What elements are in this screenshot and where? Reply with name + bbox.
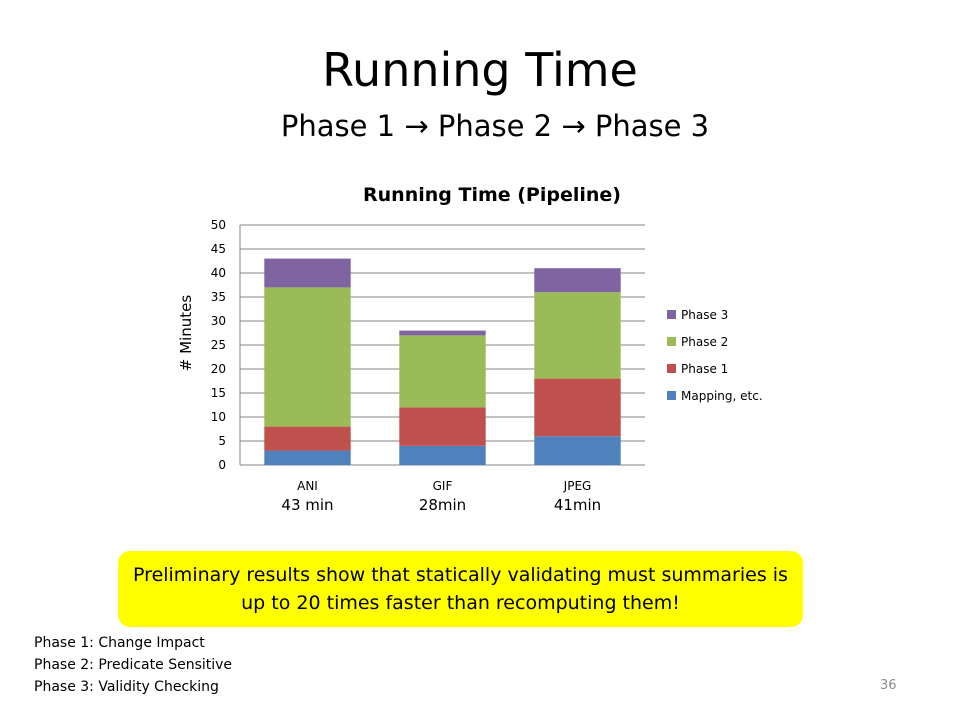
phase-note: Phase 1: Change Impact <box>34 635 205 651</box>
y-tick-label: 35 <box>211 290 226 304</box>
bar-segment <box>264 450 351 465</box>
y-tick-label: 50 <box>211 218 226 232</box>
legend-swatch <box>667 364 676 373</box>
chart-title: Running Time (Pipeline) <box>363 184 621 206</box>
y-tick-label: 10 <box>211 410 226 424</box>
y-tick-label: 40 <box>211 266 226 280</box>
bar-segment <box>399 330 486 336</box>
bars <box>264 258 621 465</box>
y-tick-label: 5 <box>218 434 226 448</box>
slide-title: Running Time <box>322 43 638 97</box>
axes: 0 5 10 15 20 25 30 35 40 45 50 ANI 43 min GIF 28min JPE… <box>211 218 601 514</box>
category-total-label: 43 min <box>281 496 333 514</box>
slide-subtitle: Phase 1 → Phase 2 → Phase 3 <box>280 109 710 143</box>
bar-segment <box>264 287 351 427</box>
category-total-label: 28min <box>419 496 466 514</box>
y-tick-label: 25 <box>211 338 226 352</box>
y-tick-label: 45 <box>211 242 226 256</box>
bar-segment <box>534 378 621 437</box>
legend-label: Phase 1 <box>681 362 728 376</box>
page-number: 36 <box>880 678 897 693</box>
y-tick-label: 15 <box>211 386 226 400</box>
legend-label: Mapping, etc. <box>681 389 763 403</box>
bar-segment <box>264 426 351 451</box>
x-tick-label: ANI <box>297 479 318 493</box>
y-tick-label: 0 <box>218 458 226 472</box>
phase-notes: Phase 1: Change Impact Phase 2: Predicat… <box>34 632 232 698</box>
y-tick-label: 20 <box>211 362 226 376</box>
legend-swatch <box>667 310 676 319</box>
x-tick-label: GIF <box>433 479 453 493</box>
callout-box: Preliminary results show that statically… <box>118 551 803 627</box>
bar-segment <box>399 445 486 465</box>
bar-segment <box>399 335 486 408</box>
y-axis-label: # Minutes <box>177 295 195 372</box>
phase-note: Phase 3: Validity Checking <box>34 679 219 695</box>
phase-note: Phase 2: Predicate Sensitive <box>34 657 233 673</box>
bar-segment <box>534 292 621 379</box>
bar-segment <box>264 258 351 288</box>
category-total-label: 41min <box>554 496 601 514</box>
bar-segment <box>534 268 621 293</box>
legend-label: Phase 3 <box>681 308 728 322</box>
bar-segment <box>399 407 486 446</box>
bar-segment <box>534 436 621 465</box>
y-tick-label: 30 <box>211 314 226 328</box>
legend-swatch <box>667 391 676 400</box>
x-tick-label: JPEG <box>563 479 592 493</box>
legend-swatch <box>667 337 676 346</box>
legend-label: Phase 2 <box>681 335 728 349</box>
legend: Phase 3 Phase 2 Phase 1 Mapping, etc. <box>667 308 763 403</box>
